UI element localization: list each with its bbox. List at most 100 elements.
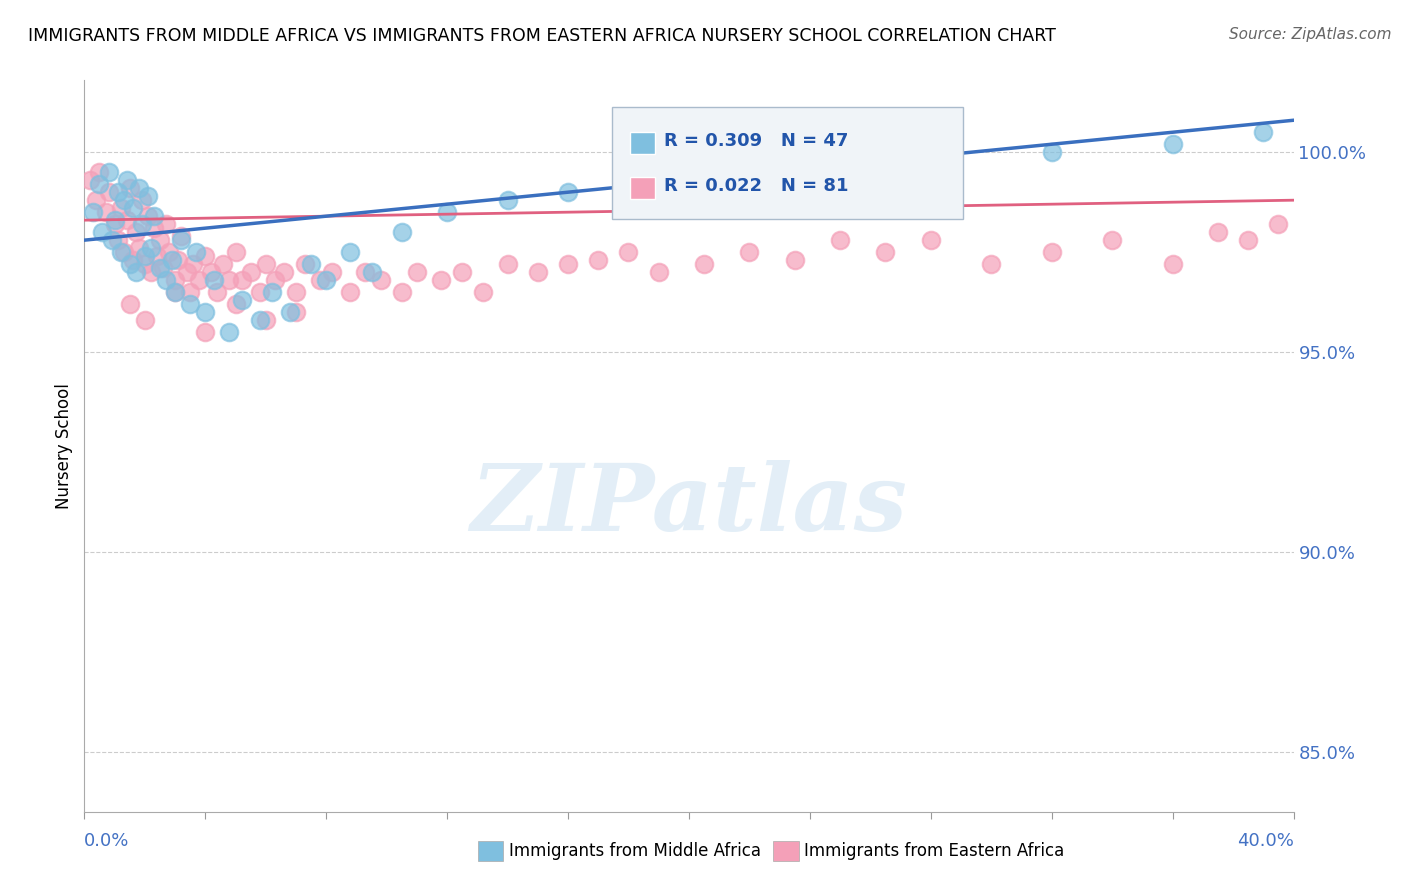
Point <box>1237 233 1260 247</box>
Point <box>112 245 135 260</box>
Point <box>249 285 271 299</box>
Point <box>134 257 156 271</box>
Point <box>107 233 129 247</box>
Point <box>1040 245 1063 260</box>
Point <box>118 257 141 271</box>
Point <box>254 313 277 327</box>
Point <box>285 285 308 299</box>
Point <box>121 201 143 215</box>
Point <box>128 241 150 255</box>
Point <box>1267 217 1289 231</box>
Point <box>131 217 153 231</box>
Point <box>294 257 316 271</box>
Point <box>1040 145 1063 160</box>
Point <box>167 253 190 268</box>
Point <box>309 273 332 287</box>
Point <box>1101 233 1123 247</box>
Point <box>1161 137 1184 152</box>
Point <box>149 233 172 247</box>
Point <box>920 153 942 168</box>
Point <box>155 273 177 287</box>
Point <box>225 245 247 260</box>
Point <box>146 249 169 263</box>
Point <box>693 257 716 271</box>
Point <box>557 257 579 271</box>
Point <box>472 285 495 299</box>
Point <box>125 225 148 239</box>
Point <box>249 313 271 327</box>
Point <box>79 173 101 187</box>
Point <box>315 273 337 287</box>
Point <box>496 193 519 207</box>
Point <box>263 273 285 287</box>
Point <box>406 265 429 279</box>
Point <box>181 257 204 271</box>
Point <box>134 249 156 263</box>
Point <box>134 313 156 327</box>
Text: 40.0%: 40.0% <box>1237 831 1294 850</box>
Text: R = 0.309   N = 47: R = 0.309 N = 47 <box>664 132 848 150</box>
Point <box>496 257 519 271</box>
Point <box>557 185 579 199</box>
Point <box>218 273 240 287</box>
Point <box>155 217 177 231</box>
Point <box>179 297 201 311</box>
Point <box>738 245 761 260</box>
Point <box>160 253 183 268</box>
Point <box>225 297 247 311</box>
Point <box>131 193 153 207</box>
Point <box>115 173 138 187</box>
Point <box>1253 125 1275 139</box>
Point <box>165 273 187 287</box>
Point <box>139 241 162 255</box>
Point <box>136 189 159 203</box>
Point <box>136 209 159 223</box>
Point <box>128 181 150 195</box>
Point <box>110 245 132 260</box>
Point <box>86 193 108 207</box>
Point <box>82 205 104 219</box>
Point <box>91 225 114 239</box>
Point <box>104 213 127 227</box>
Point <box>121 253 143 268</box>
Point <box>112 193 135 207</box>
Point <box>188 273 211 287</box>
Point <box>89 165 111 179</box>
Point <box>391 225 413 239</box>
Point <box>648 173 671 187</box>
Point <box>170 233 193 247</box>
Point <box>149 261 172 276</box>
Point <box>1161 257 1184 271</box>
Text: Immigrants from Eastern Africa: Immigrants from Eastern Africa <box>804 842 1064 860</box>
Text: R = 0.022   N = 81: R = 0.022 N = 81 <box>664 177 848 194</box>
Point <box>254 257 277 271</box>
Point <box>451 265 474 279</box>
Point <box>104 217 127 231</box>
Point <box>125 265 148 279</box>
Point <box>218 325 240 339</box>
Point <box>738 165 761 179</box>
Point <box>278 305 301 319</box>
Point <box>170 229 193 244</box>
Point <box>285 305 308 319</box>
Point <box>194 249 217 263</box>
Point <box>152 261 174 276</box>
Point <box>142 209 165 223</box>
Y-axis label: Nursery School: Nursery School <box>55 383 73 509</box>
Point <box>176 265 198 279</box>
Point <box>391 285 413 299</box>
Point <box>118 297 141 311</box>
Point <box>165 285 187 299</box>
Point <box>299 257 322 271</box>
Point <box>142 221 165 235</box>
Point <box>212 257 235 271</box>
Point <box>321 265 343 279</box>
Point <box>783 253 806 268</box>
Point <box>157 245 180 260</box>
Point <box>186 245 208 260</box>
Point <box>920 233 942 247</box>
Point <box>617 245 640 260</box>
Point <box>830 233 852 247</box>
Point <box>207 285 229 299</box>
Point <box>115 213 138 227</box>
